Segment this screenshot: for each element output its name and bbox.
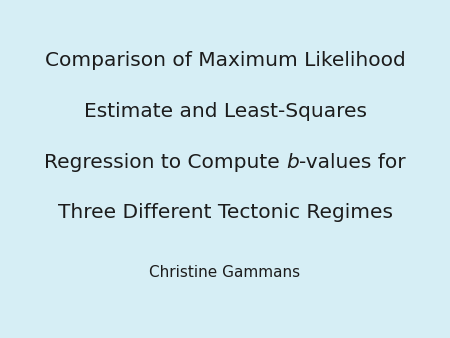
Text: -values for: -values for xyxy=(299,153,406,172)
Text: Three Different Tectonic Regimes: Three Different Tectonic Regimes xyxy=(58,203,392,222)
Text: Christine Gammans: Christine Gammans xyxy=(149,265,301,280)
Text: Comparison of Maximum Likelihood: Comparison of Maximum Likelihood xyxy=(45,51,405,70)
Text: b: b xyxy=(286,153,299,172)
Text: Regression to Compute: Regression to Compute xyxy=(44,153,286,172)
Text: Estimate and Least-Squares: Estimate and Least-Squares xyxy=(84,102,366,121)
